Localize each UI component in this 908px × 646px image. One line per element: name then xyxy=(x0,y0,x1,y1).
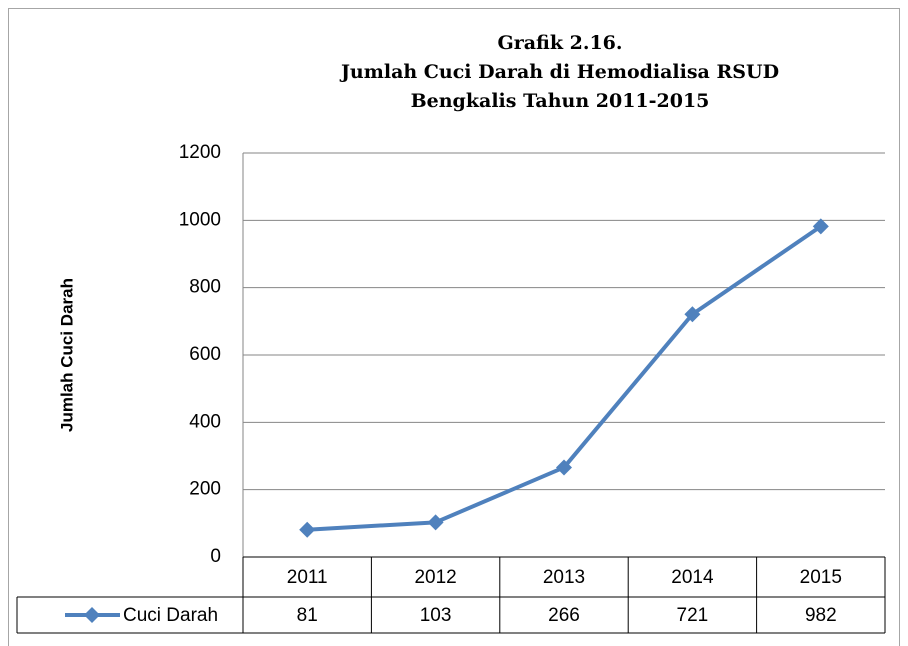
y-tick-label: 800 xyxy=(189,277,221,298)
y-tick-label: 600 xyxy=(189,344,221,365)
legend-marker xyxy=(84,607,100,623)
marker xyxy=(684,306,701,323)
legend-label: Cuci Darah xyxy=(123,605,218,626)
marker xyxy=(812,218,829,235)
table-value: 266 xyxy=(548,605,580,626)
y-tick-label: 200 xyxy=(189,479,221,500)
table-value: 982 xyxy=(805,605,837,626)
x-tick-label: 2014 xyxy=(671,567,714,588)
series-line xyxy=(307,224,822,532)
y-tick-label: 0 xyxy=(210,546,221,567)
y-tick-label: 1000 xyxy=(179,209,221,230)
x-tick-label: 2013 xyxy=(543,567,585,588)
y-axis-label: Jumlah Cuci Darah xyxy=(57,278,76,432)
marker xyxy=(299,521,316,538)
x-tick-label: 2012 xyxy=(414,567,456,588)
y-tick-label: 400 xyxy=(189,411,221,432)
chart-title: Grafik 2.16. xyxy=(497,32,622,54)
marker xyxy=(556,459,572,476)
chart-title: Bengkalis Tahun 2011-2015 xyxy=(411,90,710,112)
chart-title: Jumlah Cuci Darah di Hemodialisa RSUD xyxy=(339,61,779,83)
x-tick-label: 2015 xyxy=(800,567,842,588)
y-tick-label: 1200 xyxy=(179,142,221,163)
marker xyxy=(427,514,444,531)
table-value: 103 xyxy=(420,605,452,626)
x-tick-label: 2011 xyxy=(287,567,328,588)
chart-border xyxy=(8,8,900,646)
table-value: 721 xyxy=(677,605,709,626)
table-value: 81 xyxy=(297,605,318,626)
